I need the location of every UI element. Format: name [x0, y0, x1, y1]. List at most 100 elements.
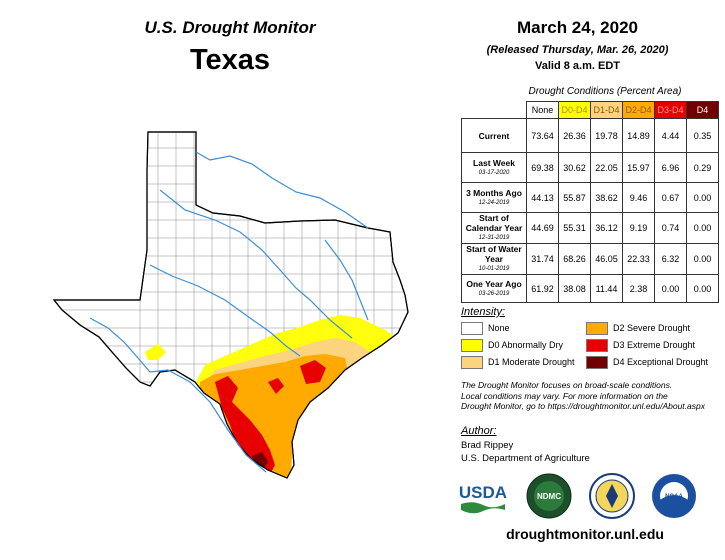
cell: 69.38 [526, 152, 559, 183]
table-row: One Year Ago 03-26-2019 61.92 38.08 11.44… [461, 274, 719, 303]
cell: 0.29 [686, 152, 719, 183]
cell: 0.00 [686, 182, 719, 213]
monitor-note: The Drought Monitor focuses on broad-sca… [461, 380, 716, 412]
col-d4: D4 [686, 101, 719, 119]
table-row: Start of Calendar Year 12-31-2019 44.69 5… [461, 212, 719, 244]
table-header-row: None D0-D4 D1-D4 D2-D4 D3-D4 D4 [462, 101, 719, 119]
monitor-title: U.S. Drought Monitor [144, 18, 316, 37]
d3-region-east [300, 360, 326, 384]
d0-region-west [145, 344, 166, 360]
legend-label: None [488, 323, 510, 333]
cell: 22.33 [622, 243, 655, 275]
cell: 55.87 [558, 182, 591, 213]
table-row: Start of Water Year 10-01-2019 31.74 68.2… [461, 243, 719, 275]
cell: 4.44 [654, 118, 687, 153]
cell: 61.92 [526, 274, 559, 303]
cell: 44.13 [526, 182, 559, 213]
legend-item-none: None [461, 322, 510, 336]
cell: 26.36 [558, 118, 591, 153]
note-line: Drought Monitor, go to https://droughtmo… [461, 401, 705, 411]
cell: 73.64 [526, 118, 559, 153]
row-label: Start of Calendar Year 12-31-2019 [461, 212, 527, 244]
table-row: Last Week 03-17-2020 69.38 30.62 22.05 15… [461, 152, 719, 183]
author-name: Brad Rippey [461, 440, 514, 451]
header-empty-cell [462, 102, 527, 119]
svg-text:NDMC: NDMC [537, 492, 561, 501]
cell: 0.35 [686, 118, 719, 153]
legend-label: D3 Extreme Drought [613, 340, 696, 350]
rivers [89, 151, 369, 473]
cell: 38.62 [590, 182, 623, 213]
legend-label: D2 Severe Drought [613, 323, 691, 333]
legend-label: D1 Moderate Drought [488, 357, 575, 367]
commerce-seal-icon [589, 473, 635, 519]
website-url[interactable]: droughtmonitor.unl.edu [506, 526, 664, 542]
d3-region-central [268, 378, 284, 394]
usda-logo-icon: USDA [459, 483, 507, 514]
svg-text:USDA: USDA [459, 483, 507, 502]
legend-swatch [586, 356, 608, 370]
legend-swatch [586, 339, 608, 353]
cell: 68.26 [558, 243, 591, 275]
col-d2-d4: D2-D4 [622, 101, 655, 119]
row-label: Current [461, 118, 527, 153]
legend-label: D0 Abnormally Dry [488, 340, 564, 350]
legend-label: D4 Exceptional Drought [613, 357, 709, 367]
release-date: (Released Thursday, Mar. 26, 2020) [486, 44, 669, 56]
author-org: U.S. Department of Agriculture [461, 453, 590, 464]
cell: 0.74 [654, 212, 687, 244]
col-none: None [526, 101, 559, 119]
table-row: Current 73.64 26.36 19.78 14.89 4.44 0.3… [461, 118, 719, 153]
cell: 30.62 [558, 152, 591, 183]
cell: 0.00 [686, 212, 719, 244]
row-label: One Year Ago 03-26-2019 [461, 274, 527, 303]
d2-region [200, 354, 348, 478]
note-line: Local conditions may vary. For more info… [461, 390, 668, 401]
table-caption: Drought Conditions (Percent Area) [528, 86, 682, 97]
row-label: Last Week 03-17-2020 [461, 152, 527, 183]
note-line: The Drought Monitor focuses on broad-sca… [461, 380, 673, 390]
legend-item-d1: D1 Moderate Drought [461, 356, 575, 370]
legend-swatch [461, 322, 483, 336]
cell: 14.89 [622, 118, 655, 153]
cell: 55.31 [558, 212, 591, 244]
cell: 6.96 [654, 152, 687, 183]
cell: 11.44 [590, 274, 623, 303]
cell: 44.69 [526, 212, 559, 244]
cell: 36.12 [590, 212, 623, 244]
drought-conditions-table: None D0-D4 D1-D4 D2-D4 D3-D4 D4 Current … [461, 101, 719, 303]
legend-item-d0: D0 Abnormally Dry [461, 339, 564, 353]
col-d0-d4: D0-D4 [558, 101, 591, 119]
cell: 9.19 [622, 212, 655, 244]
table-row: 3 Months Ago 12-24-2019 44.13 55.87 38.62… [461, 182, 719, 213]
row-label: 3 Months Ago 12-24-2019 [461, 182, 527, 213]
cell: 19.78 [590, 118, 623, 153]
cell: 15.97 [622, 152, 655, 183]
svg-text:NOAA: NOAA [665, 494, 683, 500]
cell: 2.38 [622, 274, 655, 303]
cell: 0.00 [654, 274, 687, 303]
legend-swatch [461, 339, 483, 353]
d3-region [215, 376, 275, 478]
legend-title: Intensity: [461, 306, 506, 318]
cell: 6.32 [654, 243, 687, 275]
legend-item-d3: D3 Extreme Drought [586, 339, 696, 353]
valid-time: Valid 8 a.m. EDT [535, 60, 620, 72]
cell: 31.74 [526, 243, 559, 275]
cell: 0.67 [654, 182, 687, 213]
legend-swatch [586, 322, 608, 336]
noaa-logo-icon: NOAA [652, 474, 696, 518]
cell: 22.05 [590, 152, 623, 183]
county-lines [54, 132, 408, 478]
map-date: March 24, 2020 [517, 18, 638, 37]
legend-item-d2: D2 Severe Drought [586, 322, 691, 336]
col-d1-d4: D1-D4 [590, 101, 623, 119]
ndmc-logo-icon: NDMC [526, 473, 572, 519]
col-d3-d4: D3-D4 [654, 101, 687, 119]
cell: 46.05 [590, 243, 623, 275]
legend-item-d4: D4 Exceptional Drought [586, 356, 709, 370]
row-label: Start of Water Year 10-01-2019 [461, 243, 527, 275]
author-title: Author: [461, 425, 497, 437]
state-title: Texas [189, 44, 271, 76]
cell: 9.46 [622, 182, 655, 213]
